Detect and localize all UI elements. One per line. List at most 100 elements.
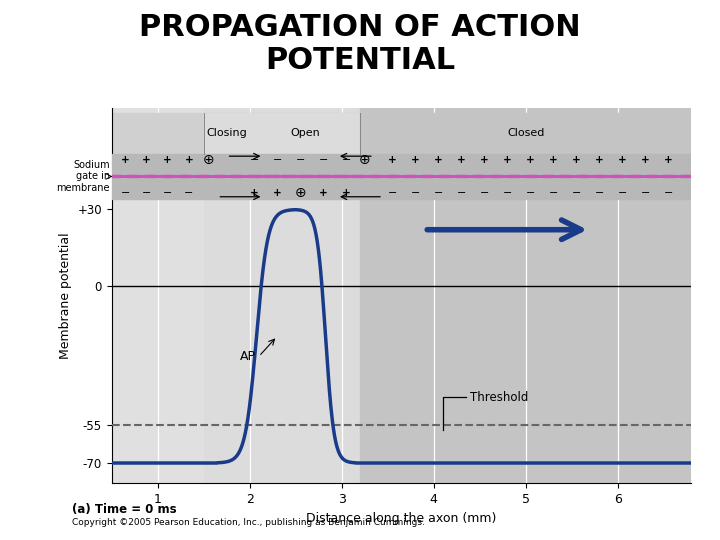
Ellipse shape [382, 176, 404, 178]
Ellipse shape [451, 176, 473, 178]
Bar [112, 108, 204, 483]
Ellipse shape [554, 176, 577, 178]
Ellipse shape [279, 176, 292, 178]
Ellipse shape [330, 176, 343, 178]
Ellipse shape [338, 176, 351, 178]
Ellipse shape [675, 176, 698, 178]
Text: Closing: Closing [206, 129, 247, 138]
Text: (a) Time = 0 ms: (a) Time = 0 ms [72, 503, 176, 516]
Text: +: + [184, 155, 193, 165]
Bar [360, 113, 691, 154]
Ellipse shape [209, 176, 231, 178]
Text: +: + [456, 155, 466, 165]
Text: +: + [595, 155, 603, 165]
Text: +: + [434, 155, 443, 165]
Text: −: − [572, 188, 581, 198]
Text: Open: Open [290, 129, 320, 138]
Ellipse shape [348, 176, 361, 178]
Text: Sodium
gate in
membrane: Sodium gate in membrane [56, 160, 109, 193]
Ellipse shape [157, 176, 179, 178]
Text: +: + [250, 188, 258, 198]
Text: −: − [664, 188, 673, 198]
Ellipse shape [485, 176, 508, 178]
Text: +: + [273, 188, 282, 198]
Ellipse shape [252, 176, 264, 178]
Ellipse shape [304, 176, 317, 178]
Bar [112, 154, 691, 199]
Ellipse shape [658, 176, 680, 178]
Text: +: + [319, 188, 328, 198]
Ellipse shape [364, 176, 387, 178]
Ellipse shape [244, 176, 257, 178]
X-axis label: Distance along the axon (mm): Distance along the axon (mm) [306, 511, 497, 524]
Ellipse shape [105, 176, 127, 178]
Text: ⊕: ⊕ [294, 186, 306, 200]
Text: −: − [480, 188, 489, 198]
Text: −: − [503, 188, 512, 198]
Text: −: − [142, 188, 151, 198]
Text: POTENTIAL: POTENTIAL [265, 46, 455, 75]
Text: +: + [503, 155, 512, 165]
Ellipse shape [356, 176, 369, 178]
Bar [204, 108, 360, 483]
Text: −: − [121, 188, 130, 198]
Bar [204, 113, 360, 154]
Y-axis label: Membrane potential: Membrane potential [59, 232, 72, 359]
Text: +: + [163, 155, 172, 165]
Text: +: + [411, 155, 420, 165]
Ellipse shape [296, 176, 309, 178]
Text: +: + [641, 155, 649, 165]
Text: Closed: Closed [507, 129, 544, 138]
Ellipse shape [589, 176, 611, 178]
Text: −: − [387, 188, 397, 198]
Text: PROPAGATION OF ACTION: PROPAGATION OF ACTION [139, 14, 581, 43]
Text: +: + [142, 155, 151, 165]
Ellipse shape [321, 176, 334, 178]
Text: +: + [526, 155, 534, 165]
Ellipse shape [503, 176, 525, 178]
Text: −: − [341, 155, 351, 165]
Text: +: + [480, 155, 489, 165]
Ellipse shape [313, 176, 326, 178]
Text: −: − [595, 188, 604, 198]
Text: −: − [410, 188, 420, 198]
Text: −: − [184, 188, 194, 198]
Ellipse shape [192, 176, 214, 178]
Text: −: − [618, 188, 627, 198]
Text: +: + [549, 155, 557, 165]
Ellipse shape [174, 176, 197, 178]
Ellipse shape [269, 176, 282, 178]
Text: ⊕: ⊕ [202, 153, 214, 167]
Ellipse shape [287, 176, 300, 178]
Ellipse shape [399, 176, 421, 178]
Text: +: + [388, 155, 397, 165]
Text: −: − [456, 188, 466, 198]
Text: +: + [572, 155, 580, 165]
Ellipse shape [537, 176, 559, 178]
Ellipse shape [226, 176, 248, 178]
Ellipse shape [261, 176, 274, 178]
Bar [360, 108, 691, 483]
Text: −: − [549, 188, 558, 198]
Text: Threshold: Threshold [470, 390, 528, 403]
Text: −: − [250, 155, 259, 165]
Ellipse shape [122, 176, 145, 178]
Ellipse shape [520, 176, 542, 178]
Text: −: − [163, 188, 172, 198]
Text: −: − [526, 188, 535, 198]
Ellipse shape [416, 176, 438, 178]
Ellipse shape [624, 176, 646, 178]
Text: AP: AP [240, 350, 256, 363]
Ellipse shape [140, 176, 162, 178]
Text: +: + [342, 188, 351, 198]
Bar [112, 113, 691, 154]
Text: −: − [641, 188, 650, 198]
Ellipse shape [606, 176, 629, 178]
Ellipse shape [433, 176, 456, 178]
Text: −: − [318, 155, 328, 165]
Text: Copyright ©2005 Pearson Education, Inc., publishing as Benjamin Cummings.: Copyright ©2005 Pearson Education, Inc.,… [72, 518, 425, 528]
Text: +: + [121, 155, 130, 165]
Text: ⊕: ⊕ [359, 153, 370, 167]
Ellipse shape [468, 176, 490, 178]
Text: +: + [618, 155, 626, 165]
